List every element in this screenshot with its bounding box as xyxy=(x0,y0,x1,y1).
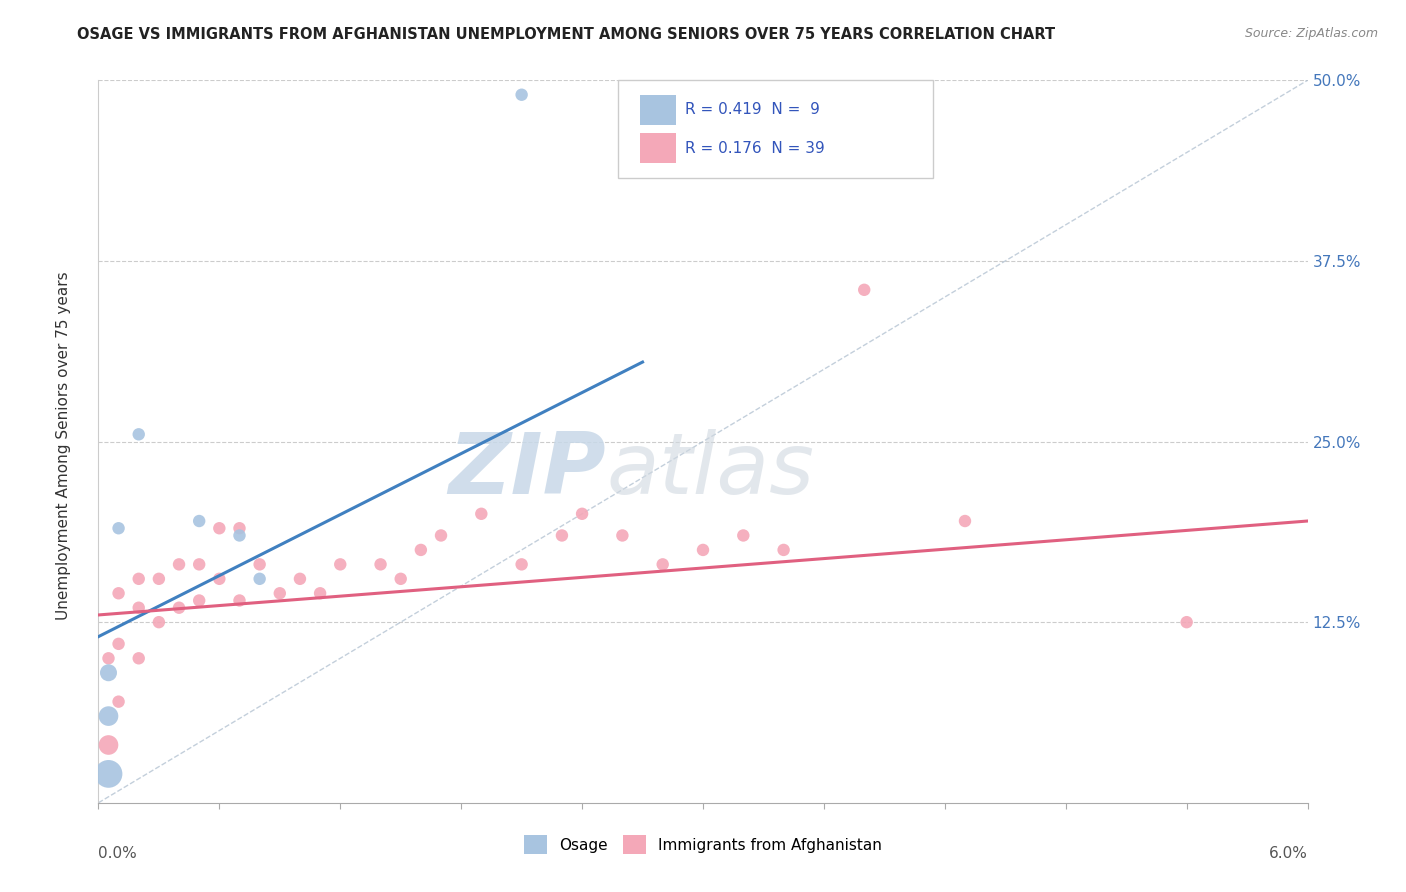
Point xyxy=(128,572,150,586)
Point xyxy=(128,427,150,442)
Point xyxy=(1175,615,1198,630)
Text: R = 0.176  N = 39: R = 0.176 N = 39 xyxy=(685,141,824,156)
Point xyxy=(551,528,574,542)
Text: R = 0.419  N =  9: R = 0.419 N = 9 xyxy=(685,103,820,118)
Point xyxy=(148,572,170,586)
Point xyxy=(228,593,250,607)
Point xyxy=(97,651,120,665)
Point xyxy=(97,709,120,723)
Point xyxy=(288,572,311,586)
Text: Source: ZipAtlas.com: Source: ZipAtlas.com xyxy=(1244,27,1378,40)
Text: 0.0%: 0.0% xyxy=(98,847,138,861)
Point xyxy=(430,528,453,542)
Point xyxy=(97,767,120,781)
Point xyxy=(228,521,250,535)
Point xyxy=(228,528,250,542)
Point xyxy=(733,528,755,542)
Point xyxy=(148,615,170,630)
FancyBboxPatch shape xyxy=(619,80,932,178)
Point xyxy=(249,558,271,572)
Point xyxy=(188,558,211,572)
Bar xyxy=(640,95,676,125)
Text: Unemployment Among Seniors over 75 years: Unemployment Among Seniors over 75 years xyxy=(56,272,70,620)
Text: atlas: atlas xyxy=(606,429,814,512)
Point xyxy=(128,600,150,615)
Point xyxy=(409,542,432,557)
Point xyxy=(107,586,129,600)
Point xyxy=(612,528,634,542)
Point xyxy=(510,558,533,572)
Point xyxy=(329,558,352,572)
Legend: Osage, Immigrants from Afghanistan: Osage, Immigrants from Afghanistan xyxy=(517,830,889,860)
Point xyxy=(953,514,976,528)
Point xyxy=(510,87,533,102)
Point xyxy=(772,542,794,557)
Text: OSAGE VS IMMIGRANTS FROM AFGHANISTAN UNEMPLOYMENT AMONG SENIORS OVER 75 YEARS CO: OSAGE VS IMMIGRANTS FROM AFGHANISTAN UNE… xyxy=(77,27,1056,42)
Point xyxy=(208,521,231,535)
Point xyxy=(370,558,392,572)
Text: ZIP: ZIP xyxy=(449,429,606,512)
Point xyxy=(651,558,673,572)
Point xyxy=(470,507,492,521)
Point xyxy=(249,572,271,586)
Bar xyxy=(640,133,676,163)
Point xyxy=(208,572,231,586)
Point xyxy=(188,514,211,528)
Point xyxy=(167,558,190,572)
Point xyxy=(853,283,876,297)
Point xyxy=(107,695,129,709)
Point xyxy=(107,637,129,651)
Point xyxy=(571,507,593,521)
Point xyxy=(309,586,332,600)
Point xyxy=(107,521,129,535)
Point xyxy=(188,593,211,607)
Text: 6.0%: 6.0% xyxy=(1268,847,1308,861)
Point xyxy=(692,542,714,557)
Point xyxy=(269,586,291,600)
Point xyxy=(389,572,412,586)
Point xyxy=(97,738,120,752)
Point xyxy=(167,600,190,615)
Point xyxy=(128,651,150,665)
Point xyxy=(97,665,120,680)
